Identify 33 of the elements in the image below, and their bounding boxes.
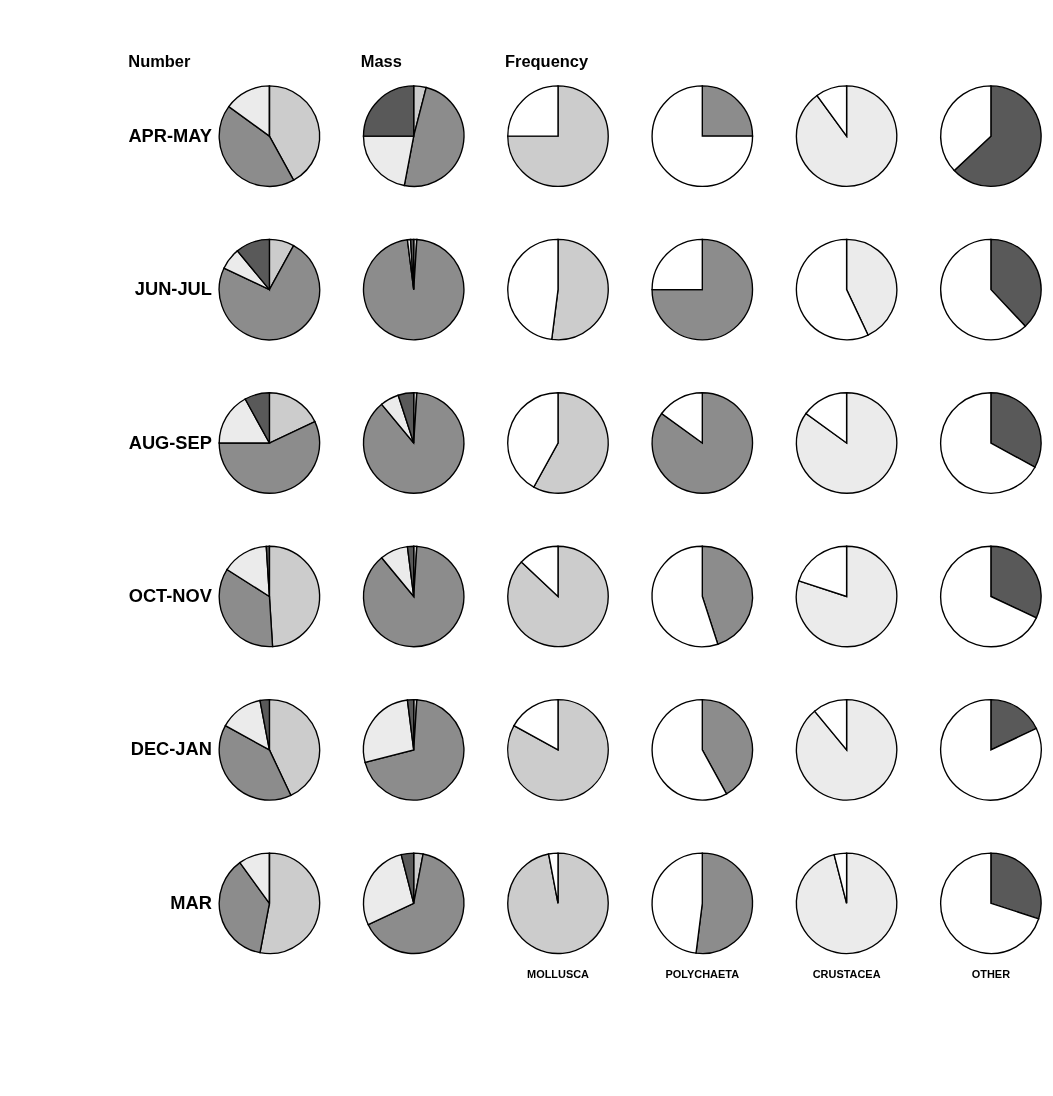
text: OTHER: [971, 968, 1011, 981]
text: AUG-SEP: [128, 431, 212, 453]
pie-slice: [795, 545, 898, 648]
pie-slice: [939, 698, 1042, 801]
pie-slice: [362, 545, 465, 648]
pie-slice: [651, 392, 754, 494]
pie-slice: [939, 852, 1040, 955]
pie-slice: [507, 852, 609, 955]
pie-slice: [507, 545, 609, 648]
text: JUN-JUL: [134, 278, 212, 300]
text: APR-MAY: [128, 124, 212, 146]
chart-title: Mass: [360, 51, 402, 70]
pie-slice: [795, 85, 898, 187]
chart-title: Frequency: [505, 51, 589, 70]
pie-slice: [507, 698, 609, 801]
text: MAR: [170, 891, 212, 913]
pie-slice: [795, 698, 898, 801]
pie-slice: [795, 852, 898, 955]
pie-slice: [364, 699, 465, 801]
pie-slice: [795, 392, 898, 494]
pie-slice: [651, 85, 754, 188]
pie-slice: [362, 238, 465, 341]
text: POLYCHAETA: [665, 968, 740, 981]
text: OCT-NOV: [128, 584, 213, 606]
pie-slice: [651, 238, 754, 341]
pie-slice: [362, 392, 465, 494]
pie-slice: [507, 85, 609, 188]
chart-title: Number: [128, 51, 191, 70]
pie-slice: [939, 545, 1038, 648]
text: CRUSTACEA: [812, 968, 881, 981]
text: DEC-JAN: [130, 738, 212, 760]
pie-slice: [367, 853, 465, 955]
text: MOLLUSCA: [527, 968, 590, 981]
